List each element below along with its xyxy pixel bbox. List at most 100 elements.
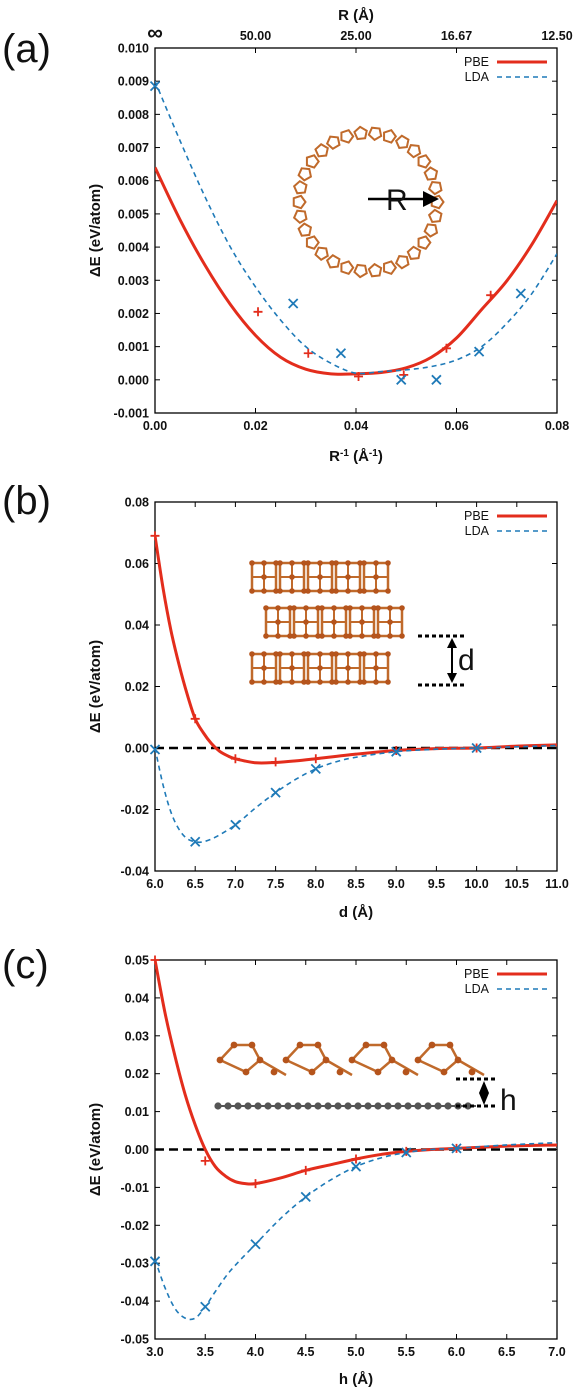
atom	[305, 679, 311, 685]
atom	[216, 1056, 224, 1064]
chain-bond	[391, 1058, 419, 1077]
legend-label-pbe: PBE	[464, 967, 489, 981]
atom	[375, 605, 381, 611]
atom	[273, 588, 279, 594]
data-point-lda	[200, 1301, 211, 1312]
y-tick-label: 0.007	[118, 141, 149, 155]
atom	[256, 1056, 264, 1064]
atom	[291, 605, 297, 611]
pentagon-ring	[305, 235, 320, 250]
data-point-lda	[396, 374, 407, 385]
y-tick-label: -0.03	[121, 1257, 150, 1271]
atom	[371, 633, 377, 639]
atom	[261, 651, 267, 657]
data-point-lda	[515, 288, 526, 299]
atom	[359, 605, 365, 611]
pentagon-ring	[292, 179, 308, 195]
y-tick-label: 0.02	[125, 680, 149, 694]
x-tick-label: 8.5	[347, 877, 364, 891]
x-tick-label: 5.0	[347, 1345, 364, 1359]
atom	[373, 574, 379, 580]
top-axis-label: R (Å)	[338, 7, 374, 24]
data-point-lda	[350, 1161, 362, 1172]
atom	[287, 605, 293, 611]
chart-panel-3: (c) 3.0 3.5 4.0 4.5 5.0 5.5 6.0 6.5 7.0 -0.05 -0.04…	[2, 943, 566, 1388]
spacing-label: d	[458, 644, 475, 677]
x-tick-label: 8.0	[307, 877, 324, 891]
y-tick-label: 0.006	[118, 174, 149, 188]
atom	[402, 1068, 410, 1076]
y-axis-label: ΔE (eV/atom)	[87, 1103, 104, 1196]
x-axis-label-part: )	[378, 448, 383, 465]
atom	[446, 1041, 454, 1049]
pentagon-ring	[292, 194, 307, 210]
x-tick-label: 10.5	[505, 877, 529, 891]
pentagon-ring	[325, 254, 341, 269]
pentagon-ring	[427, 208, 443, 224]
atom	[249, 651, 255, 657]
atom	[308, 1068, 316, 1076]
data-point-lda	[190, 836, 201, 847]
atom	[261, 588, 267, 594]
pentagon-ring	[406, 144, 422, 159]
atom	[385, 679, 391, 685]
data-point-pbe	[251, 1179, 260, 1189]
x-axis-label: h (Å)	[339, 1371, 373, 1388]
x-tick-label: 9.0	[388, 877, 405, 891]
series-line-pbe	[155, 535, 557, 765]
nanotube-inset: R	[292, 125, 445, 279]
plot-frame	[154, 47, 558, 414]
atom	[263, 605, 269, 611]
atom	[263, 633, 269, 639]
atom	[387, 633, 393, 639]
atom	[317, 574, 323, 580]
layer	[249, 651, 391, 685]
atom	[357, 679, 363, 685]
atom	[428, 1041, 436, 1049]
y-tick-label: -0.04	[121, 1295, 150, 1309]
atom	[345, 651, 351, 657]
chain-bond	[259, 1058, 287, 1077]
atom	[345, 560, 351, 566]
atom	[317, 560, 323, 566]
y-tick-label: -0.02	[121, 1219, 150, 1233]
atom	[261, 574, 267, 580]
atom	[373, 588, 379, 594]
atom	[361, 588, 367, 594]
x-tick-label: 9.5	[428, 877, 445, 891]
pentagon-ring	[394, 134, 410, 149]
y-tick-label: 0.003	[118, 274, 149, 288]
atom	[301, 588, 307, 594]
atom	[317, 665, 323, 671]
atom	[305, 651, 311, 657]
x-tick-label: 4.5	[297, 1345, 314, 1359]
atom	[329, 651, 335, 657]
pentagon-ring	[314, 246, 329, 261]
chain-bond	[325, 1058, 353, 1077]
atom	[374, 1068, 382, 1076]
x-tick-label: 5.5	[398, 1345, 415, 1359]
data-point-lda	[391, 746, 402, 757]
atom	[315, 605, 321, 611]
spacing-arrow-heads	[447, 638, 457, 683]
y-tick-label: 0.03	[125, 1029, 149, 1043]
pentagon-ring	[325, 135, 341, 150]
x-tick-label: 11.0	[545, 877, 569, 891]
top-tick-label: ∞	[147, 20, 163, 45]
pentagon-ring	[394, 255, 410, 270]
y-tick-label: 0.00	[125, 1143, 149, 1157]
atom	[289, 560, 295, 566]
legend-label-pbe: PBE	[464, 55, 489, 69]
radius-label: R	[386, 184, 408, 217]
x-tick-label: 6.5	[498, 1345, 515, 1359]
atom	[359, 619, 365, 625]
y-tick-label: 0.008	[118, 108, 149, 122]
atom	[468, 1068, 476, 1076]
y-tick-label: -0.001	[114, 407, 149, 421]
data-point-lda	[250, 1239, 261, 1250]
atom	[345, 665, 351, 671]
plot-frame	[154, 501, 558, 872]
pentagon-ring	[292, 209, 308, 225]
top-tick-label: 25.00	[340, 29, 371, 43]
atom	[357, 588, 363, 594]
